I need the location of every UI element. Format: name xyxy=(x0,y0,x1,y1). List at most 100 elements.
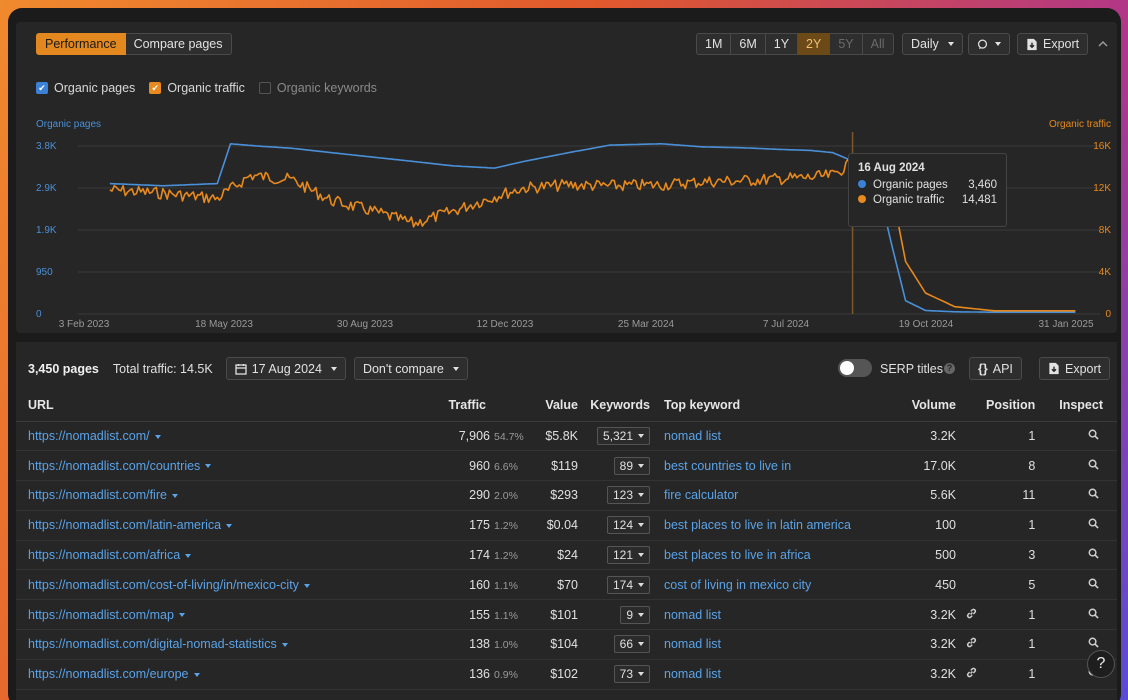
top-keyword-cell[interactable]: best places to live in africa xyxy=(650,540,890,571)
search-icon[interactable] xyxy=(1088,548,1099,559)
url-link[interactable]: https://nomadlist.com/cost-of-living/in/… xyxy=(28,577,299,592)
top-keyword-link[interactable]: nomad list xyxy=(664,667,721,682)
top-keyword-cell[interactable]: best places to live in latin america xyxy=(650,510,890,541)
col-value[interactable]: Value xyxy=(520,390,578,422)
period-2y[interactable]: 2Y xyxy=(798,33,831,55)
traffic-pct-cell: 1.1% xyxy=(490,569,520,601)
keywords-dropdown[interactable]: 121 xyxy=(606,546,650,565)
top-keyword-link[interactable]: best places to live in africa xyxy=(664,548,811,563)
tab-compare-pages[interactable]: Compare pages xyxy=(125,33,232,55)
top-keyword-cell[interactable]: nomad list xyxy=(650,659,890,690)
period-all[interactable]: All xyxy=(862,33,894,55)
keywords-dropdown[interactable]: 124 xyxy=(606,516,650,535)
col-url[interactable]: URL xyxy=(16,390,436,422)
url-cell[interactable]: https://nomadlist.com/digital-nomad-stat… xyxy=(16,629,436,660)
top-keyword-cell[interactable]: fire calculator xyxy=(650,480,890,511)
chevron-down-icon[interactable] xyxy=(185,553,192,558)
top-keyword-cell[interactable]: nomad list xyxy=(650,421,890,452)
search-icon[interactable] xyxy=(1088,518,1099,529)
keywords-dropdown[interactable]: 66 xyxy=(613,635,650,654)
url-cell[interactable]: https://nomadlist.com/cost-of-living/in/… xyxy=(16,569,436,601)
top-keyword-link[interactable]: best places to live in latin america xyxy=(664,518,851,533)
url-link[interactable]: https://nomadlist.com/fire xyxy=(28,488,167,503)
serp-titles-toggle[interactable] xyxy=(838,359,872,377)
performance-chart[interactable]: Organic pages Organic traffic 0 0 950 4K 1.9K 8… xyxy=(16,102,1117,332)
top-keyword-link[interactable]: best countries to live in xyxy=(664,458,792,473)
help-button[interactable]: ? xyxy=(1087,650,1115,678)
chevron-down-icon[interactable] xyxy=(281,643,288,648)
chevron-down-icon[interactable] xyxy=(226,523,233,528)
top-keyword-link[interactable]: cost of living in mexico city xyxy=(664,577,812,592)
col-traffic[interactable]: Traffic xyxy=(436,390,490,422)
keywords-dropdown[interactable]: 9 xyxy=(620,605,650,624)
annotations-dropdown[interactable] xyxy=(968,33,1010,55)
period-1y[interactable]: 1Y xyxy=(765,33,799,55)
url-cell[interactable]: https://nomadlist.com/latin-america xyxy=(16,510,436,541)
chart-export-button[interactable]: Export xyxy=(1017,33,1089,55)
keywords-dropdown[interactable]: 174 xyxy=(606,575,650,594)
url-cell[interactable]: https://nomadlist.com/fire xyxy=(16,480,436,511)
search-icon[interactable] xyxy=(1088,608,1099,619)
keywords-dropdown[interactable]: 5,321 xyxy=(596,426,650,445)
search-icon[interactable] xyxy=(1088,459,1099,470)
col-inspect[interactable]: Inspect xyxy=(1035,390,1117,422)
top-keyword-link[interactable]: nomad list xyxy=(664,637,721,652)
top-keyword-link[interactable]: fire calculator xyxy=(664,488,739,503)
chevron-down-icon[interactable] xyxy=(171,494,178,499)
collapse-chevron-icon[interactable] xyxy=(1098,40,1108,48)
search-icon[interactable] xyxy=(1088,637,1099,649)
col-position[interactable]: Position xyxy=(986,390,1036,422)
top-keyword-link[interactable]: nomad list xyxy=(664,607,721,622)
period-5y[interactable]: 5Y xyxy=(830,33,863,55)
chevron-down-icon[interactable] xyxy=(154,434,161,439)
search-icon[interactable] xyxy=(1088,578,1099,589)
check-organic-pages[interactable]: ✔ Organic pages xyxy=(36,81,135,95)
chevron-down-icon[interactable] xyxy=(193,672,200,677)
keywords-dropdown[interactable]: 123 xyxy=(606,486,650,505)
granularity-dropdown[interactable]: Daily xyxy=(902,33,963,55)
url-link[interactable]: https://nomadlist.com/map xyxy=(28,607,174,622)
url-link[interactable]: https://nomadlist.com/digital-nomad-stat… xyxy=(28,637,277,652)
keywords-dropdown[interactable]: 89 xyxy=(613,456,650,475)
link-icon[interactable] xyxy=(965,607,978,620)
top-keyword-link[interactable]: nomad list xyxy=(664,428,721,443)
top-keyword-cell[interactable]: nomad list xyxy=(650,599,890,631)
url-link[interactable]: https://nomadlist.com/latin-america xyxy=(28,518,222,533)
url-link[interactable]: https://nomadlist.com/europe xyxy=(28,667,189,682)
url-cell[interactable]: https://nomadlist.com/countries xyxy=(16,450,436,482)
url-cell[interactable]: https://nomadlist.com/africa xyxy=(16,540,436,571)
date-picker[interactable]: 17 Aug 2024 xyxy=(225,357,346,380)
col-top-keyword[interactable]: Top keyword xyxy=(650,390,890,422)
help-circle-icon[interactable]: ? xyxy=(944,363,955,374)
url-cell[interactable]: https://nomadlist.com/europe xyxy=(16,659,436,690)
top-keyword-cell[interactable]: best countries to live in xyxy=(650,450,890,482)
search-icon[interactable] xyxy=(1088,488,1099,500)
check-organic-traffic[interactable]: ✔ Organic traffic xyxy=(149,81,245,95)
search-icon[interactable] xyxy=(1088,429,1099,440)
check-organic-keywords[interactable]: Organic keywords xyxy=(258,81,377,95)
period-6m[interactable]: 6M xyxy=(731,33,766,55)
chevron-down-icon[interactable] xyxy=(205,464,212,469)
url-link[interactable]: https://nomadlist.com/africa xyxy=(28,548,181,563)
chevron-down-icon xyxy=(330,366,337,371)
tab-performance[interactable]: Performance xyxy=(36,33,126,55)
url-cell[interactable]: https://nomadlist.com/ xyxy=(16,421,436,452)
url-link[interactable]: https://nomadlist.com/ xyxy=(28,428,150,443)
col-volume[interactable]: Volume xyxy=(890,390,956,422)
keywords-dropdown[interactable]: 73 xyxy=(613,665,650,684)
traffic-percent: 1.0% xyxy=(494,639,518,652)
chevron-down-icon[interactable] xyxy=(178,613,185,618)
period-1m[interactable]: 1M xyxy=(696,33,732,55)
table-export-button[interactable]: Export xyxy=(1039,357,1111,380)
link-icon[interactable] xyxy=(965,636,978,649)
traffic-cell: 160 xyxy=(436,569,490,601)
top-keyword-cell[interactable]: cost of living in mexico city xyxy=(650,569,890,601)
link-icon[interactable] xyxy=(965,666,978,679)
chevron-down-icon[interactable] xyxy=(303,583,310,588)
url-cell[interactable]: https://nomadlist.com/map xyxy=(16,599,436,631)
url-link[interactable]: https://nomadlist.com/countries xyxy=(28,458,201,473)
compare-dropdown[interactable]: Don't compare xyxy=(353,357,468,380)
api-button[interactable]: {} API xyxy=(969,357,1022,380)
col-keywords[interactable]: Keywords xyxy=(578,390,650,422)
top-keyword-cell[interactable]: nomad list xyxy=(650,629,890,660)
